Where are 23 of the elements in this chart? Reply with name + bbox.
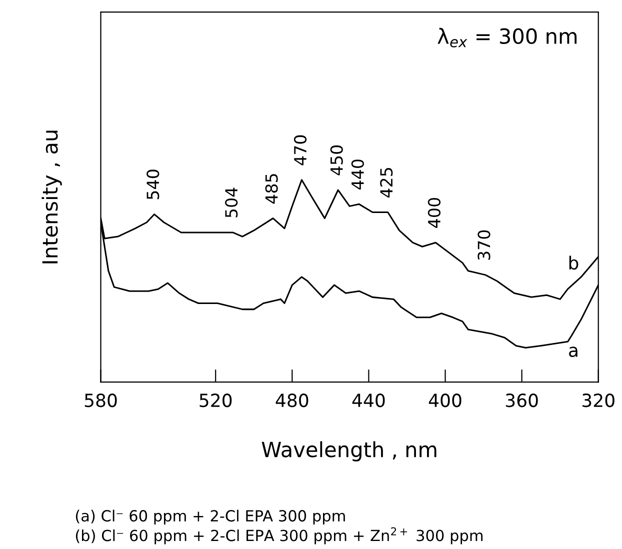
annotation: 504 [225, 188, 238, 218]
text: (a) Cl⁻ 60 ppm + 2-Cl EPA 300 ppm [76, 510, 345, 525]
series-label: a [569, 346, 578, 358]
y-axis-title: Intensity , au [42, 130, 62, 264]
annotation: 470 [294, 135, 307, 166]
x-tick-label: 440 [352, 394, 385, 408]
x-tick-label: 480 [276, 394, 308, 408]
annotation: 450 [330, 145, 343, 176]
annotation: 400 [428, 198, 441, 228]
annotation: 440 [351, 160, 364, 190]
annotation: 370 [478, 230, 490, 260]
x-tick-label: 520 [200, 394, 232, 408]
x-axis-title: Wavelength , nm [262, 441, 436, 462]
series-label: b [569, 256, 578, 270]
text: (b) Cl⁻ 60 ppm + 2-Cl EPA 300 ppm + Zn$^{2+}$ 300 ppm [76, 527, 483, 544]
x-tick-label: 320 [582, 394, 614, 408]
text: λ$_{ex}$ = 300 nm [438, 28, 577, 48]
x-tick-label: 360 [506, 394, 538, 408]
x-tick-label: 580 [84, 394, 117, 408]
annotation: 485 [265, 174, 278, 204]
annotation: 540 [146, 170, 160, 200]
x-tick-label: 400 [428, 394, 462, 408]
annotation: 425 [380, 168, 393, 198]
